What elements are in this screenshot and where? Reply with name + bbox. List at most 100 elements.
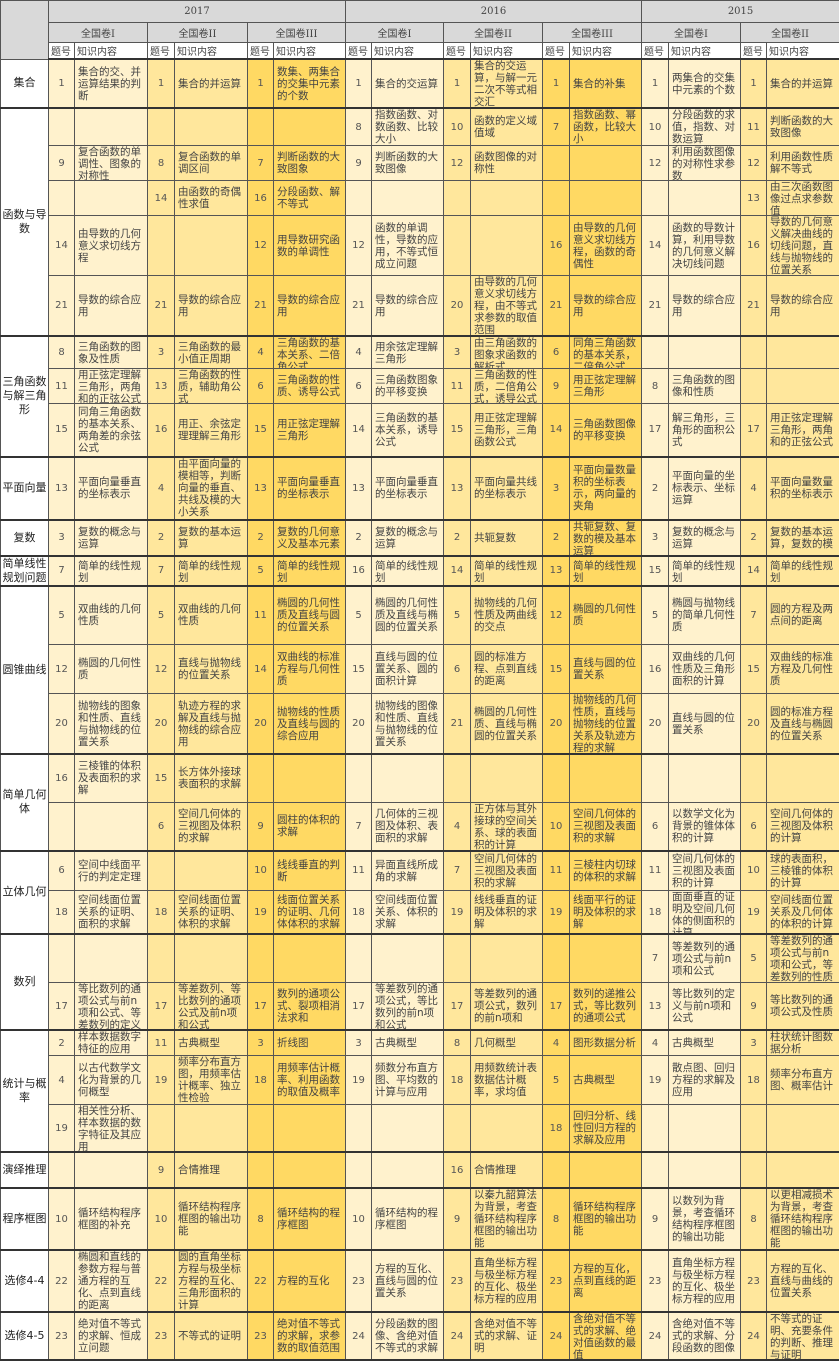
knowledge-content: 复数的概念与运算 [669, 520, 741, 556]
paper-header: 全国卷I [346, 23, 444, 43]
knowledge-content: 利用函数性质解不等式 [767, 146, 839, 181]
question-number: 8 [248, 1188, 274, 1250]
knowledge-content: 空间中线面平行的判定定理 [75, 851, 148, 891]
question-number: 15 [49, 404, 75, 457]
knowledge-content [471, 181, 543, 216]
knowledge-content [471, 1105, 543, 1153]
question-number-header: 题号 [741, 43, 767, 60]
knowledge-content-text: 用正弦定理解三角形，两角和的正弦公式 [770, 412, 837, 448]
question-number: 21 [741, 276, 767, 337]
knowledge-content-text: 绝对值不等式的求解、恒成立问题 [78, 1318, 145, 1354]
knowledge-content: 抛物线的图像和性质、直线与抛物线的位置关系 [372, 694, 444, 755]
knowledge-content: 导数的综合应用 [767, 276, 839, 337]
question-number [346, 1152, 372, 1188]
knowledge-content: 等比数列的通项公式及性质 [767, 983, 839, 1031]
knowledge-content-text: 方程的互化，点到直线的距离 [573, 1263, 639, 1299]
knowledge-content-text: 平面向量数量积的坐标表示 [770, 476, 837, 500]
question-number: 19 [444, 891, 471, 935]
knowledge-content-text: 三角函数的基本关系，诱导公式 [375, 412, 441, 448]
question-number: 10 [148, 1188, 175, 1250]
question-number: 24 [444, 1312, 471, 1360]
knowledge-content-header: 知识内容 [372, 43, 444, 60]
knowledge-content: 轨迹方程的求解及直线与抛物线的综合应用 [175, 694, 248, 755]
question-number: 12 [741, 146, 767, 181]
question-number: 10 [49, 1188, 75, 1250]
question-number: 8 [49, 336, 75, 369]
question-number: 20 [346, 694, 372, 755]
knowledge-content-header: 知识内容 [767, 43, 839, 60]
knowledge-content-text: 复数的概念与运算 [375, 526, 441, 550]
knowledge-content-text: 频率分布直方图，用频率估计概率、独立性检验 [178, 1056, 245, 1104]
knowledge-content: 绝对值不等式的求解、恒成立问题 [75, 1312, 148, 1360]
knowledge-content: 由三次函数图像过点求参数值 [767, 181, 839, 216]
knowledge-content: 椭圆和直线的参数方程与普通方程的互化、点到直线的距离 [75, 1250, 148, 1312]
knowledge-content: 异面直线所成角的求解 [372, 851, 444, 891]
knowledge-content: 共轭复数、复数的模及基本运算 [570, 520, 642, 556]
knowledge-content: 导数的综合应用 [570, 276, 642, 337]
knowledge-content-text: 导数的综合应用 [573, 294, 639, 318]
question-number: 5 [741, 934, 767, 983]
question-number: 14 [444, 556, 471, 586]
knowledge-content-text: 集合的并运算 [178, 78, 245, 90]
question-number: 8 [642, 369, 669, 404]
knowledge-content: 图形数据分析 [570, 1030, 642, 1056]
knowledge-content: 三角函数图像的平移变换 [570, 404, 642, 457]
knowledge-content: 指数函数、对数函数、比较大小 [372, 108, 444, 146]
knowledge-content: 集合的并运算 [767, 59, 839, 108]
knowledge-content: 圆的方程及两点间的距离 [767, 586, 839, 645]
knowledge-content-text: 面面垂直的证明及空间几何体的侧面积的计算 [672, 891, 738, 933]
knowledge-content-text: 两集合的交集中元素的个数 [672, 72, 738, 96]
knowledge-content: 空间线面位置关系的证明、体积的求解 [175, 891, 248, 935]
knowledge-content [372, 1105, 444, 1153]
question-number: 14 [49, 216, 75, 276]
knowledge-content-text: 合情推理 [474, 1164, 540, 1176]
knowledge-content: 长方体外接球表面积的求解 [175, 754, 248, 802]
knowledge-content [75, 108, 148, 146]
knowledge-content-text: 解三角形，三角形的面积公式 [672, 412, 738, 448]
knowledge-content: 频率分布直方图，用频率估计概率、独立性检验 [175, 1056, 248, 1105]
knowledge-content-text: 三角函数的图像和性质 [672, 374, 738, 398]
question-number: 18 [248, 1056, 274, 1105]
knowledge-content-text: 直角坐标方程与极坐标方程的互化、极坐标方程的应用 [474, 1257, 540, 1305]
question-number: 6 [148, 802, 175, 851]
knowledge-content: 用正弦定理解三角形，三角函数公式 [471, 404, 543, 457]
knowledge-content: 用正弦定理解三角形 [570, 369, 642, 404]
question-number [741, 336, 767, 369]
knowledge-content: 用正弦定理解三角形，两角和的正弦公式 [75, 369, 148, 404]
knowledge-content: 数集、两集合的交集中元素的个数 [274, 59, 346, 108]
question-number: 4 [444, 802, 471, 851]
knowledge-content-text: 以更相减损术为背景，考查循环结构程序框图的输出功能 [770, 1189, 837, 1249]
knowledge-content-text: 简单的线性规划 [277, 560, 343, 582]
knowledge-content: 绝对值不等式的求解，求参数的取值范围 [274, 1312, 346, 1360]
question-number [444, 181, 471, 216]
question-number: 3 [148, 336, 175, 369]
knowledge-content-text: 用正弦定理解三角形 [573, 374, 639, 398]
knowledge-content: 三角函数的基本关系，诱导公式 [372, 404, 444, 457]
knowledge-content-text: 由导数的几何意义求切线方程，函数的奇偶性 [573, 222, 639, 270]
question-number: 15 [543, 645, 570, 694]
knowledge-content-text: 三角函数的性质、诱导公式 [277, 374, 343, 398]
knowledge-content-text: 圆的方程及两点间的距离 [770, 603, 837, 627]
knowledge-content-text: 抛物线的图象和性质、直线与抛物线的位置关系 [78, 700, 145, 748]
question-number: 7 [543, 108, 570, 146]
knowledge-content-text: 平面向量垂直的坐标表示 [375, 476, 441, 500]
knowledge-content: 复数的基本运算 [175, 520, 248, 556]
knowledge-content-text: 等差数列的通项公式与前n项和公式，等差数列的性质 [770, 935, 837, 982]
question-number: 23 [248, 1312, 274, 1360]
knowledge-content-text: 空间中线面平行的判定定理 [78, 859, 145, 883]
knowledge-content: 循环结构的程序框图 [372, 1188, 444, 1250]
knowledge-content-text: 利用函数性质解不等式 [770, 151, 837, 175]
question-number: 2 [248, 520, 274, 556]
knowledge-content: 由函数的奇偶性求值 [175, 181, 248, 216]
knowledge-content: 用导数研究函数的单调性 [274, 216, 346, 276]
knowledge-content: 集合的交运算 [372, 59, 444, 108]
question-number: 6 [49, 851, 75, 891]
knowledge-content: 双曲线的几何性质 [175, 586, 248, 645]
knowledge-content: 简单的线性规划 [767, 556, 839, 586]
knowledge-content [372, 1152, 444, 1188]
